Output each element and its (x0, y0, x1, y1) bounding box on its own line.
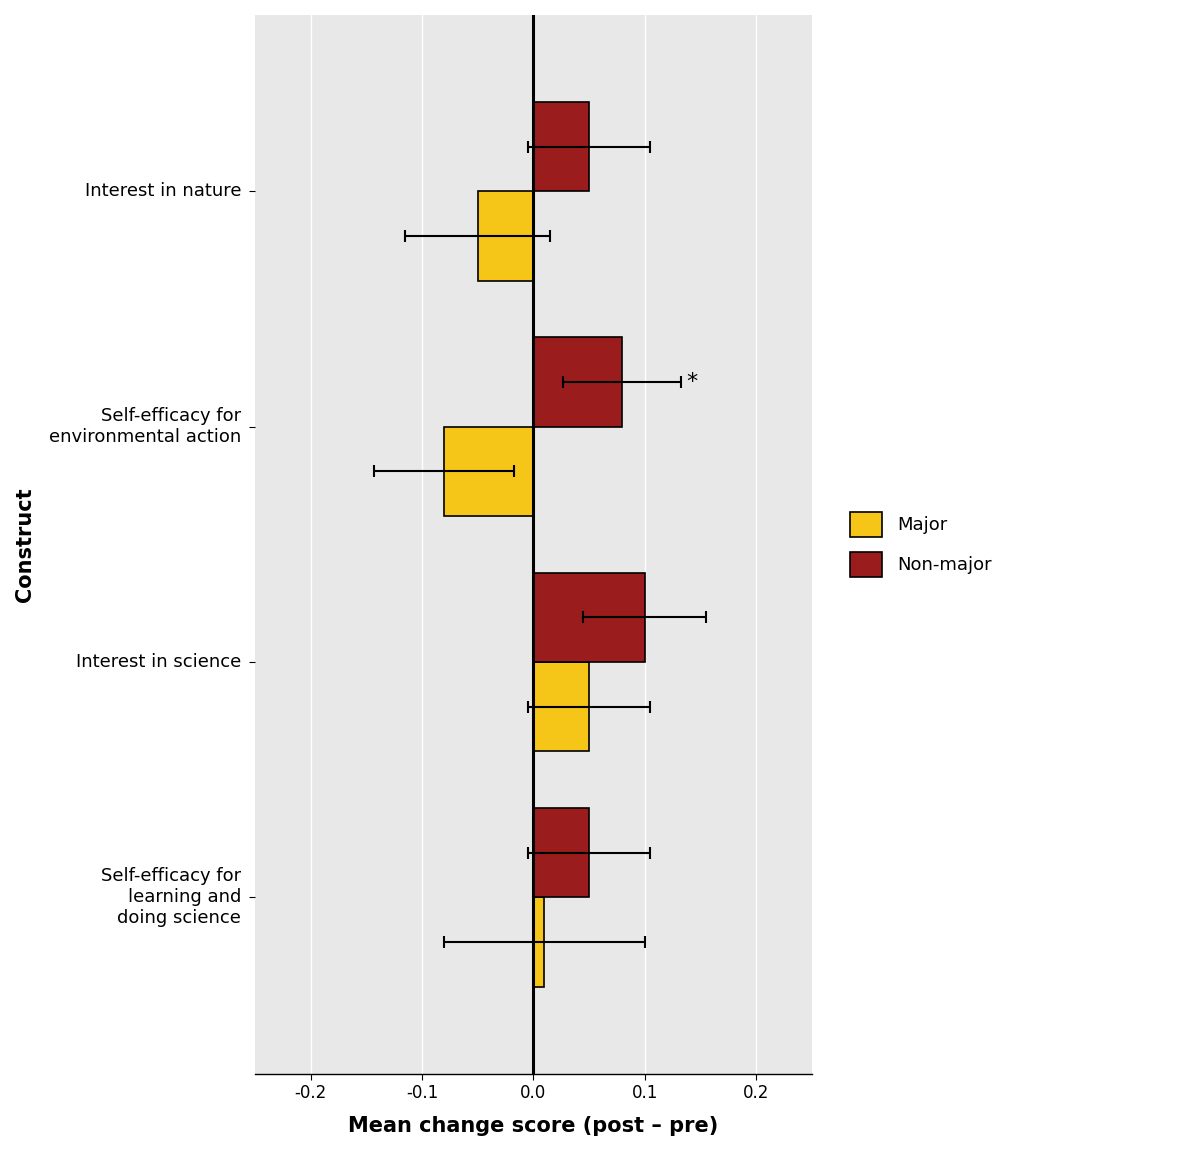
Bar (533, 337, 623, 427)
Bar (478, 191, 533, 281)
Text: *: * (686, 372, 697, 392)
Bar (533, 808, 589, 898)
X-axis label: Mean change score (post – pre): Mean change score (post – pre) (348, 1116, 719, 1136)
Bar (533, 102, 589, 191)
Bar (444, 427, 533, 516)
Y-axis label: Construct: Construct (16, 487, 35, 602)
Legend: Major, Non-major: Major, Non-major (832, 494, 1009, 595)
Bar (533, 662, 589, 752)
Bar (533, 898, 545, 986)
Bar (533, 572, 644, 662)
